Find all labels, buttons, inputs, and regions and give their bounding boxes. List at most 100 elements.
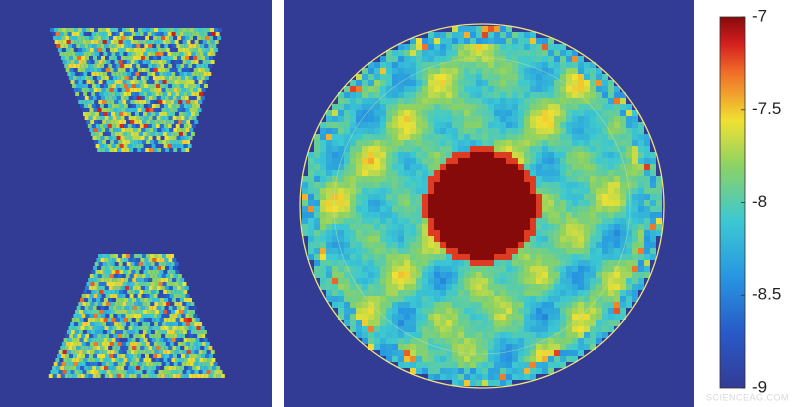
texture-cell (136, 116, 141, 120)
texture-cell (105, 68, 110, 72)
texture-cell (518, 86, 524, 92)
texture-cell (380, 80, 386, 86)
texture-cell (512, 212, 518, 218)
texture-cell (141, 334, 146, 338)
texture-cell (416, 98, 422, 104)
texture-cell (79, 310, 83, 314)
texture-cell (91, 92, 96, 96)
texture-cell (125, 342, 130, 346)
texture-cell (332, 260, 338, 266)
texture-cell (344, 104, 350, 110)
texture-cell (89, 362, 94, 366)
texture-cell (202, 370, 207, 374)
texture-cell (102, 282, 107, 286)
texture-cell (188, 96, 193, 100)
texture-cell (338, 182, 344, 188)
texture-cell (488, 194, 494, 200)
texture-cell (470, 104, 476, 110)
texture-cell (158, 370, 163, 374)
texture-cell (128, 366, 133, 370)
texture-cell (356, 224, 362, 230)
texture-cell (368, 320, 374, 326)
texture-cell (476, 86, 482, 92)
texture-cell (320, 146, 326, 152)
texture-cell (386, 74, 392, 80)
texture-cell (458, 128, 464, 134)
texture-cell (494, 146, 500, 152)
texture-cell (554, 128, 560, 134)
texture-cell (374, 158, 380, 164)
texture-cell (100, 326, 105, 330)
texture-cell (101, 362, 106, 366)
texture-cell (368, 140, 374, 146)
texture-cell (416, 200, 422, 206)
texture-cell (452, 272, 458, 278)
texture-cell (82, 40, 87, 44)
texture-cell (110, 120, 115, 124)
texture-cell (131, 32, 136, 36)
texture-cell (386, 344, 392, 350)
texture-cell (82, 322, 87, 326)
texture-cell (187, 52, 192, 56)
texture-cell (112, 366, 117, 370)
texture-cell (458, 116, 464, 122)
texture-cell (422, 338, 428, 344)
texture-cell (140, 76, 145, 80)
texture-cell (392, 356, 398, 362)
texture-cell (506, 170, 512, 176)
texture-cell (578, 152, 584, 158)
texture-cell (149, 56, 153, 60)
texture-cell (422, 128, 428, 134)
texture-cell (184, 84, 188, 88)
texture-cell (566, 92, 572, 98)
texture-cell (602, 218, 608, 224)
texture-cell (476, 176, 482, 182)
texture-cell (566, 80, 572, 86)
texture-cell (140, 136, 145, 140)
texture-cell (500, 80, 506, 86)
texture-cell (548, 320, 554, 326)
texture-cell (404, 140, 410, 146)
texture-cell (344, 248, 350, 254)
texture-cell (157, 354, 161, 358)
texture-cell (590, 218, 596, 224)
texture-cell (548, 116, 554, 122)
texture-cell (196, 374, 201, 378)
texture-cell (187, 310, 191, 314)
texture-cell (88, 44, 93, 48)
texture-cell (171, 270, 176, 274)
texture-cell (416, 194, 422, 200)
texture-cell (440, 326, 446, 332)
texture-cell (362, 104, 368, 110)
texture-cell (356, 242, 362, 248)
texture-cell (122, 28, 126, 32)
texture-cell (506, 242, 512, 248)
texture-cell (368, 164, 374, 170)
texture-cell (174, 282, 179, 286)
texture-cell (464, 296, 470, 302)
texture-cell (152, 366, 157, 370)
texture-cell (440, 110, 446, 116)
texture-cell (120, 298, 124, 302)
texture-cell (117, 148, 122, 152)
texture-cell (184, 306, 189, 310)
texture-cell (332, 170, 338, 176)
texture-cell (73, 362, 78, 366)
texture-cell (123, 318, 128, 322)
texture-cell (60, 44, 65, 48)
texture-cell (163, 270, 168, 274)
texture-cell (174, 302, 179, 306)
texture-cell (422, 362, 428, 368)
texture-cell (530, 182, 536, 188)
texture-cell (536, 314, 542, 320)
texture-cell (117, 68, 122, 72)
texture-cell (392, 176, 398, 182)
texture-cell (208, 346, 213, 350)
texture-cell (500, 236, 506, 242)
texture-cell (590, 170, 596, 176)
texture-cell (160, 258, 165, 262)
texture-cell (614, 296, 620, 302)
texture-cell (314, 194, 320, 200)
texture-cell (124, 326, 129, 330)
texture-cell (170, 350, 175, 354)
